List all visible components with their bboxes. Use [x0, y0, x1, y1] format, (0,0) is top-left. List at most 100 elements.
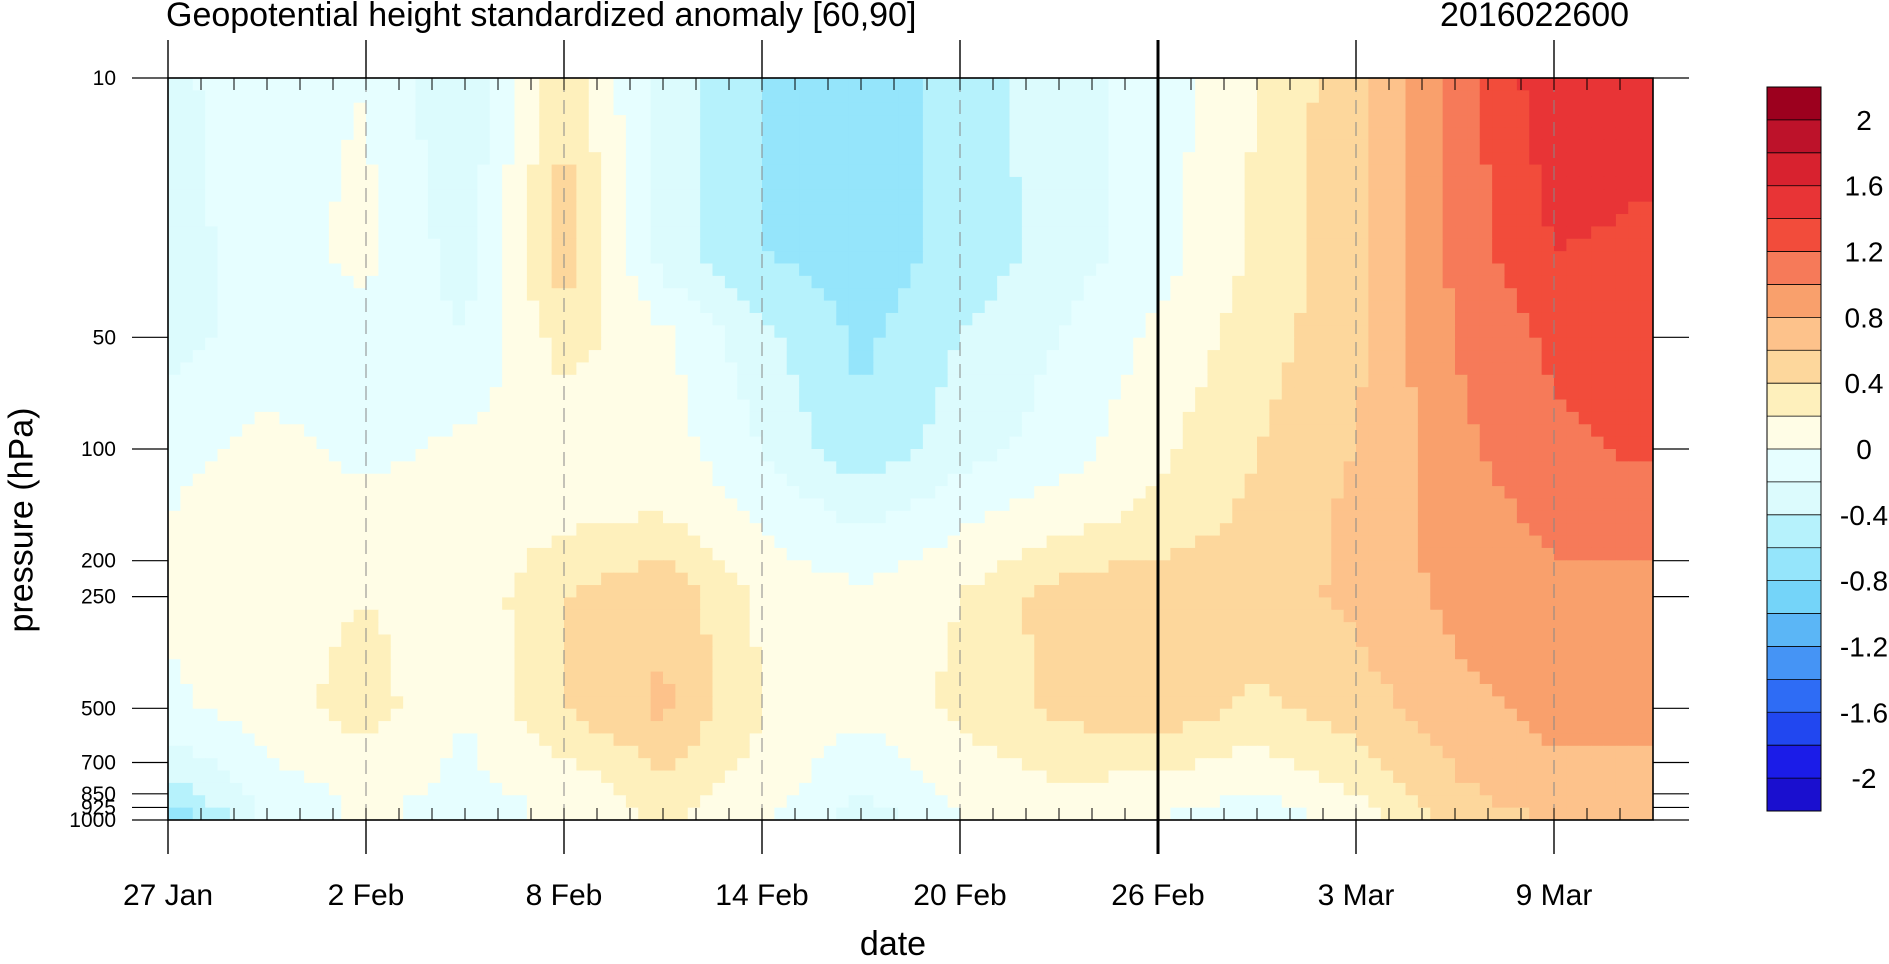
field-cell: [1591, 547, 1605, 561]
field-cell: [1529, 102, 1543, 116]
field-cell: [1145, 572, 1159, 586]
field-cell: [675, 127, 689, 141]
field-cell: [811, 535, 825, 549]
field-cell: [861, 251, 874, 265]
field-cell: [873, 102, 887, 116]
field-cell: [477, 139, 491, 153]
field-cell: [663, 90, 676, 104]
field-cell: [1603, 486, 1617, 500]
field-cell: [390, 226, 404, 240]
field-cell: [551, 189, 565, 203]
field-cell: [279, 350, 293, 364]
field-cell: [465, 535, 478, 549]
field-cell: [514, 449, 528, 462]
field-cell: [1096, 226, 1110, 240]
field-cell: [712, 102, 726, 116]
field-cell: [1578, 102, 1592, 116]
field-cell: [625, 411, 639, 425]
field-cell: [799, 238, 813, 252]
field-cell: [366, 436, 379, 450]
field-cell: [205, 102, 219, 116]
field-cell: [1417, 547, 1431, 561]
field-cell: [1269, 189, 1283, 203]
field-cell: [1158, 115, 1171, 129]
field-cell: [229, 312, 243, 326]
field-cell: [997, 387, 1011, 401]
field-cell: [898, 473, 912, 487]
field-cell: [910, 251, 924, 265]
field-cell: [1356, 424, 1369, 438]
field-cell: [403, 189, 417, 203]
field-cell: [1405, 461, 1419, 475]
field-cell: [762, 585, 775, 598]
field-cell: [242, 547, 256, 561]
field-cell: [452, 90, 466, 104]
field-cell: [1170, 275, 1184, 289]
field-cell: [1591, 325, 1605, 339]
field-cell: [539, 275, 553, 289]
field-cell: [712, 176, 726, 190]
field-cell: [477, 387, 491, 401]
field-cell: [576, 362, 590, 376]
field-cell: [1182, 90, 1196, 104]
field-cell: [576, 78, 590, 91]
field-cell: [1269, 411, 1283, 425]
field-cell: [1306, 152, 1320, 166]
field-cell: [737, 449, 751, 462]
field-cell: [1603, 214, 1617, 227]
field-cell: [935, 337, 949, 351]
field-cell: [229, 275, 243, 289]
field-cell: [390, 214, 404, 227]
field-cell: [1417, 78, 1431, 91]
field-cell: [823, 436, 837, 450]
field-cell: [390, 572, 404, 586]
field-cell: [1021, 523, 1035, 537]
field-cell: [502, 374, 516, 388]
field-cell: [1120, 127, 1134, 141]
field-cell: [972, 275, 986, 289]
field-cell: [1442, 176, 1456, 190]
field-cell: [638, 139, 652, 153]
field-cell: [861, 189, 874, 203]
field-cell: [836, 275, 850, 289]
field-cell: [205, 411, 219, 425]
field-cell: [737, 251, 751, 265]
field-cell: [304, 226, 318, 240]
field-cell: [1219, 362, 1233, 376]
field-cell: [625, 572, 639, 586]
field-cell: [291, 201, 305, 215]
field-cell: [1219, 387, 1233, 401]
field-cell: [1356, 238, 1369, 252]
field-cell: [229, 78, 243, 91]
field-cell: [1479, 535, 1493, 549]
field-cell: [1232, 78, 1246, 91]
field-cell: [1628, 238, 1642, 252]
field-cell: [1529, 461, 1543, 475]
field-cell: [997, 176, 1011, 190]
field-cell: [229, 362, 243, 376]
field-cell: [514, 486, 528, 500]
field-cell: [1343, 510, 1357, 524]
field-cell: [935, 473, 949, 487]
field-cell: [1306, 337, 1320, 351]
field-cell: [737, 300, 751, 314]
field-cell: [1529, 424, 1543, 438]
field-cell: [1257, 523, 1270, 537]
field-cell: [279, 201, 293, 215]
field-cell: [910, 399, 924, 413]
field-cell: [1294, 436, 1308, 450]
field-cell: [1393, 461, 1407, 475]
field-cell: [205, 585, 219, 598]
field-cell: [1318, 547, 1332, 561]
field-cell: [1455, 411, 1468, 425]
field-cell: [502, 560, 516, 574]
field-cell: [1170, 115, 1184, 129]
field-cell: [947, 449, 961, 462]
field-cell: [972, 78, 986, 91]
field-cell: [440, 449, 454, 462]
field-cell: [663, 523, 676, 537]
field-cell: [1207, 486, 1221, 500]
field-cell: [910, 275, 924, 289]
field-cell: [328, 498, 342, 512]
field-cell: [1455, 362, 1468, 376]
